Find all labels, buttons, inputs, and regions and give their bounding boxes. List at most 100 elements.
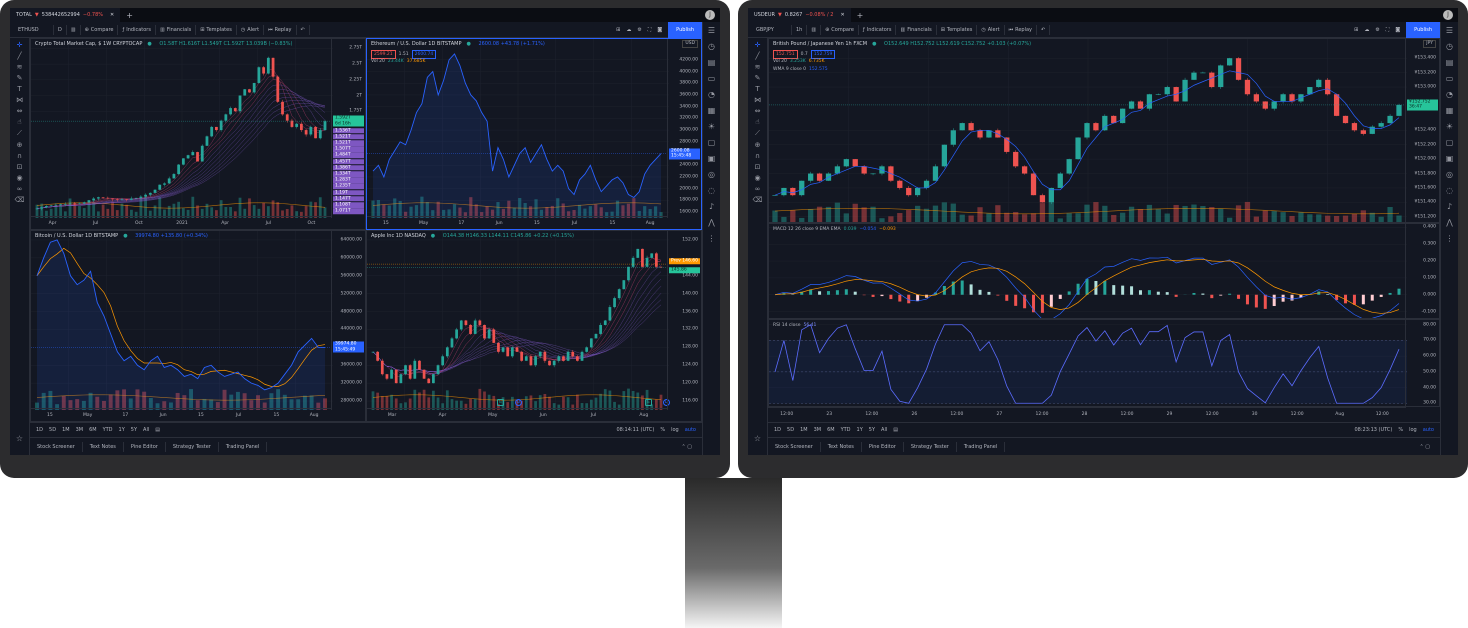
price-axis[interactable]: 152.00 144.00 140.00 136.00 132.00 128.00 124.… <box>667 231 701 410</box>
magnet-icon[interactable]: ∩ <box>754 152 761 160</box>
brush-icon[interactable]: ✎ <box>754 74 761 82</box>
settings-icon[interactable]: ⚙ <box>1375 26 1380 33</box>
measure-icon[interactable]: ⇔ <box>16 107 23 115</box>
trend-line-icon[interactable]: ╱ <box>755 52 760 60</box>
chart-pane-gbpjpy[interactable]: British Pound / Japanese Yen 1h FXCM ● O1… <box>768 38 1440 223</box>
bottom-tab-pine-editor[interactable]: Pine Editor <box>862 441 904 452</box>
earnings-icon[interactable]: E <box>645 399 652 406</box>
user-avatar[interactable]: J <box>1443 10 1453 20</box>
timeframe-1d[interactable]: 1D <box>36 427 44 433</box>
new-tab-button[interactable]: + <box>126 10 133 20</box>
trend-line-icon[interactable]: ╱ <box>17 52 22 60</box>
bottom-tab-trading-panel[interactable]: Trading Panel <box>219 441 268 452</box>
tab-close-icon[interactable]: ✕ <box>110 12 115 18</box>
sell-button[interactable]: 152.751 <box>773 50 798 59</box>
timeframe-1y[interactable]: 1Y <box>856 427 863 433</box>
currency-selector[interactable]: JPY <box>1423 40 1436 48</box>
ideas-icon[interactable]: ☀ <box>707 122 716 131</box>
text-icon[interactable]: T <box>755 85 760 93</box>
streams-icon[interactable]: ◌ <box>1446 186 1453 195</box>
chart-pane-eth[interactable]: Ethereum / U.S. Dollar 1D BITSTAMP ● 2600… <box>366 38 702 230</box>
publish-button[interactable]: Publish <box>1406 21 1440 38</box>
chart-type-icon[interactable]: ▥ <box>67 24 81 35</box>
time-axis[interactable]: Apr Jul Oct 2021 Apr Jul Oct <box>31 216 331 229</box>
log-scale-toggle[interactable]: log <box>671 427 679 433</box>
data-window-icon[interactable]: ▭ <box>707 74 716 83</box>
favorites-star-icon[interactable]: ☆ <box>10 421 30 455</box>
tab-close-icon[interactable]: ✕ <box>840 12 845 18</box>
hotlist-icon[interactable]: ◔ <box>708 90 715 99</box>
timeframe-1m[interactable]: 1M <box>62 427 70 433</box>
notifications-icon[interactable]: ♪ <box>708 202 715 211</box>
replay-button[interactable]: ⏮ Replay <box>1005 24 1038 35</box>
timeframe-ytd[interactable]: YTD <box>840 427 851 433</box>
percent-scale-toggle[interactable]: % <box>660 427 666 433</box>
bottom-tab-text-notes[interactable]: Text Notes <box>821 441 862 452</box>
zoom-icon[interactable]: ⊕ <box>754 141 761 149</box>
timeframe-3m[interactable]: 3M <box>75 427 84 433</box>
date-range-icon[interactable]: ▤ <box>155 427 160 433</box>
ruler-icon[interactable]: ⟋ <box>755 129 760 137</box>
pattern-icon[interactable]: ⋈ <box>754 96 761 104</box>
pine-icon[interactable]: ⋀ <box>708 218 715 227</box>
utc-clock[interactable]: 08:14:11 (UTC) <box>616 427 655 433</box>
trash-icon[interactable]: ⌫ <box>14 196 25 204</box>
interval-selector[interactable]: 1h <box>792 24 808 35</box>
symbol-search[interactable]: GBPJPY <box>752 24 792 35</box>
chart-pane-aapl[interactable]: Apple Inc 1D NASDAQ ● O144.38 H146.33 L14… <box>366 230 702 422</box>
user-avatar[interactable]: J <box>705 10 715 20</box>
private-chat-icon[interactable]: ▣ <box>1445 154 1454 163</box>
symbol-search[interactable]: ETHUSD <box>14 24 54 35</box>
zoom-icon[interactable]: ⊕ <box>16 141 23 149</box>
dom-icon[interactable]: ⋮ <box>707 234 716 243</box>
chart-pane-total[interactable]: Crypto Total Market Cap, $ 1W CRYPTOCAP ●… <box>30 38 366 230</box>
timeframe-all[interactable]: All <box>143 427 150 433</box>
pine-icon[interactable]: ⋀ <box>1446 218 1453 227</box>
alarm-icon[interactable]: ◷ <box>708 42 715 51</box>
templates-button[interactable]: ⊞ Templates <box>196 24 237 35</box>
dom-icon[interactable]: ⋮ <box>1445 234 1454 243</box>
indicator-axis[interactable]: 0.400 0.300 0.200 0.100 0.000 -0.100 <box>1405 224 1439 318</box>
ruler-icon[interactable]: ⟋ <box>17 129 22 137</box>
buy-button[interactable]: 152.759 <box>810 50 836 59</box>
chart-type-icon[interactable]: ▥ <box>807 24 822 35</box>
eye-icon[interactable]: ◉ <box>754 174 761 182</box>
timeframe-1y[interactable]: 1Y <box>118 427 125 433</box>
fib-icon[interactable]: ≋ <box>754 63 761 71</box>
indicator-pane-macd[interactable]: MACD 12 26 close 9 EMA EMA 0.039 −0.054 −0.… <box>768 223 1440 319</box>
cloud-save-icon[interactable]: ☁ <box>626 26 632 33</box>
timeframe-6m[interactable]: 6M <box>89 427 97 433</box>
dividends-icon[interactable]: D <box>515 399 522 406</box>
favorites-star-icon[interactable]: ☆ <box>748 421 768 455</box>
bottom-tab-stock-screener[interactable]: Stock Screener <box>30 441 83 452</box>
news-icon[interactable]: ▤ <box>707 58 716 67</box>
currency-selector[interactable]: USD <box>682 40 698 48</box>
date-range-icon[interactable]: ▤ <box>893 427 898 433</box>
replay-button[interactable]: ⏮ Replay <box>264 24 297 35</box>
bottom-tab-text-notes[interactable]: Text Notes <box>83 441 124 452</box>
auto-scale-toggle[interactable]: auto <box>1422 427 1434 433</box>
timeframe-all[interactable]: All <box>881 427 888 433</box>
indicator-axis[interactable]: 80.00 70.00 60.00 50.00 40.00 30.00 <box>1405 320 1439 406</box>
alert-button[interactable]: ◷ Alert <box>977 24 1005 35</box>
sell-button[interactable]: 2599.21 <box>371 50 396 59</box>
dividends-icon[interactable]: D <box>663 399 670 406</box>
fullscreen-icon[interactable]: ⛶ <box>1385 26 1390 33</box>
lock-icon[interactable]: ⊡ <box>754 163 761 171</box>
settings-icon[interactable]: ⚙ <box>637 26 642 33</box>
calendar-icon[interactable]: ▦ <box>707 106 716 115</box>
symbol-title[interactable]: Bitcoin / U.S. Dollar 1D BITSTAMP <box>35 233 119 239</box>
magnet-icon[interactable]: ∩ <box>16 152 23 160</box>
alert-button[interactable]: ◷ Alert <box>237 24 265 35</box>
compare-button[interactable]: ⊕ Compare <box>821 24 859 35</box>
timeframe-5d[interactable]: 5D <box>787 427 795 433</box>
data-window-icon[interactable]: ▭ <box>1445 74 1454 83</box>
watchlist-icon[interactable]: ☰ <box>707 26 716 35</box>
timeframe-6m[interactable]: 6M <box>827 427 835 433</box>
new-tab-button[interactable]: + <box>856 10 864 20</box>
idea-stream-icon[interactable]: ◎ <box>708 170 715 179</box>
timeframe-3m[interactable]: 3M <box>813 427 822 433</box>
templates-button[interactable]: ⊞ Templates <box>937 24 978 35</box>
bottom-tab-strategy-tester[interactable]: Strategy Tester <box>166 441 219 452</box>
price-axis[interactable]: 64000.00 60000.00 56000.00 52000.00 48000.00… <box>331 231 365 410</box>
